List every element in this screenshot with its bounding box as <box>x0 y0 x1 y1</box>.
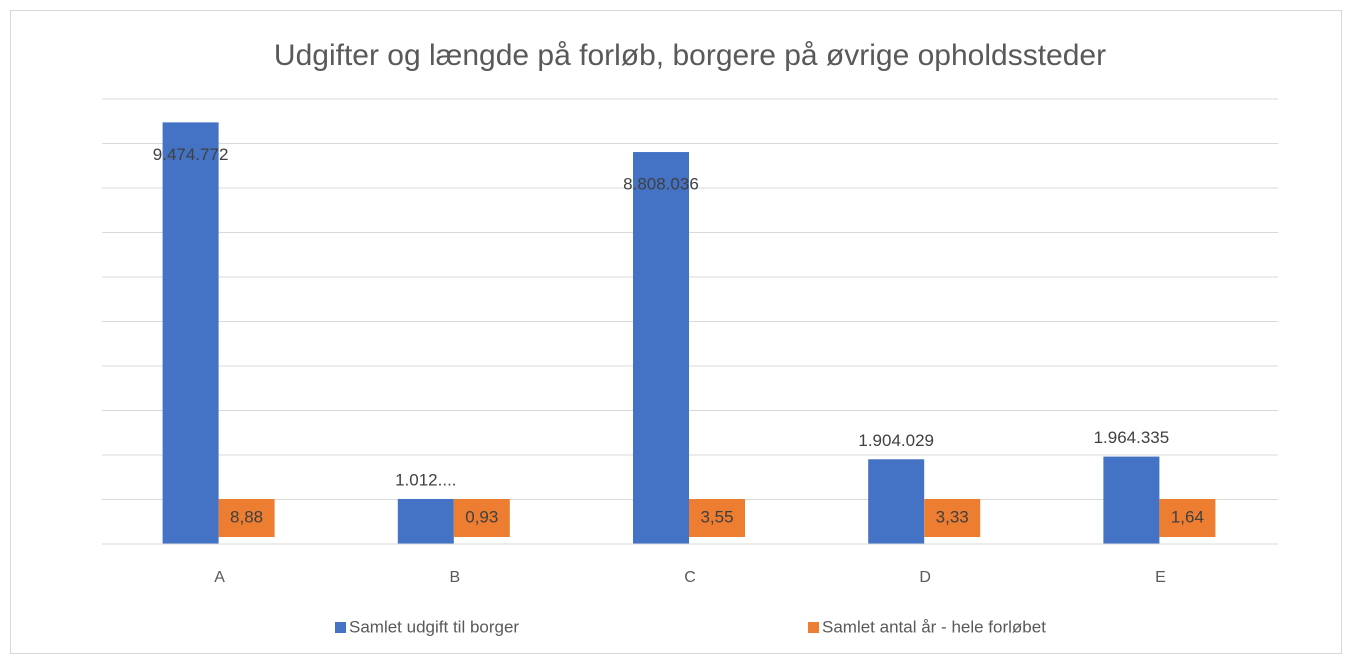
chart-title: Udgifter og længde på forløb, borgere på… <box>274 39 1106 72</box>
data-label: 1.904.029 <box>858 431 934 450</box>
data-label: 1.964.335 <box>1094 428 1170 447</box>
data-label-box <box>218 499 275 537</box>
data-label: 8.808.036 <box>623 175 699 194</box>
data-label-box <box>1159 499 1216 537</box>
legend-swatch <box>808 622 819 633</box>
data-label: 1.012.... <box>395 470 456 489</box>
data-label: 3,55 <box>700 507 733 526</box>
x-tick-label: D <box>919 569 931 586</box>
bar <box>397 498 454 544</box>
bar <box>633 152 689 544</box>
data-label-box <box>924 499 981 537</box>
x-tick-label: B <box>449 569 460 586</box>
data-label: 0,93 <box>465 507 498 526</box>
legend-label: Samlet antal år - hele forløbet <box>822 617 1046 636</box>
bar <box>1103 456 1160 544</box>
bar <box>162 122 219 544</box>
x-tick-label: E <box>1155 569 1166 586</box>
data-label: 1,64 <box>1171 507 1204 526</box>
data-label: 8,88 <box>230 507 263 526</box>
x-tick-label: C <box>684 569 696 586</box>
data-label-box <box>453 499 510 537</box>
legend-label: Samlet udgift til borger <box>349 617 519 636</box>
data-label: 3,33 <box>936 507 969 526</box>
bar <box>868 459 925 544</box>
data-label: 9.474.772 <box>153 145 229 164</box>
x-tick-label: A <box>214 569 225 586</box>
legend-swatch <box>335 622 346 633</box>
data-label-box <box>689 499 745 537</box>
